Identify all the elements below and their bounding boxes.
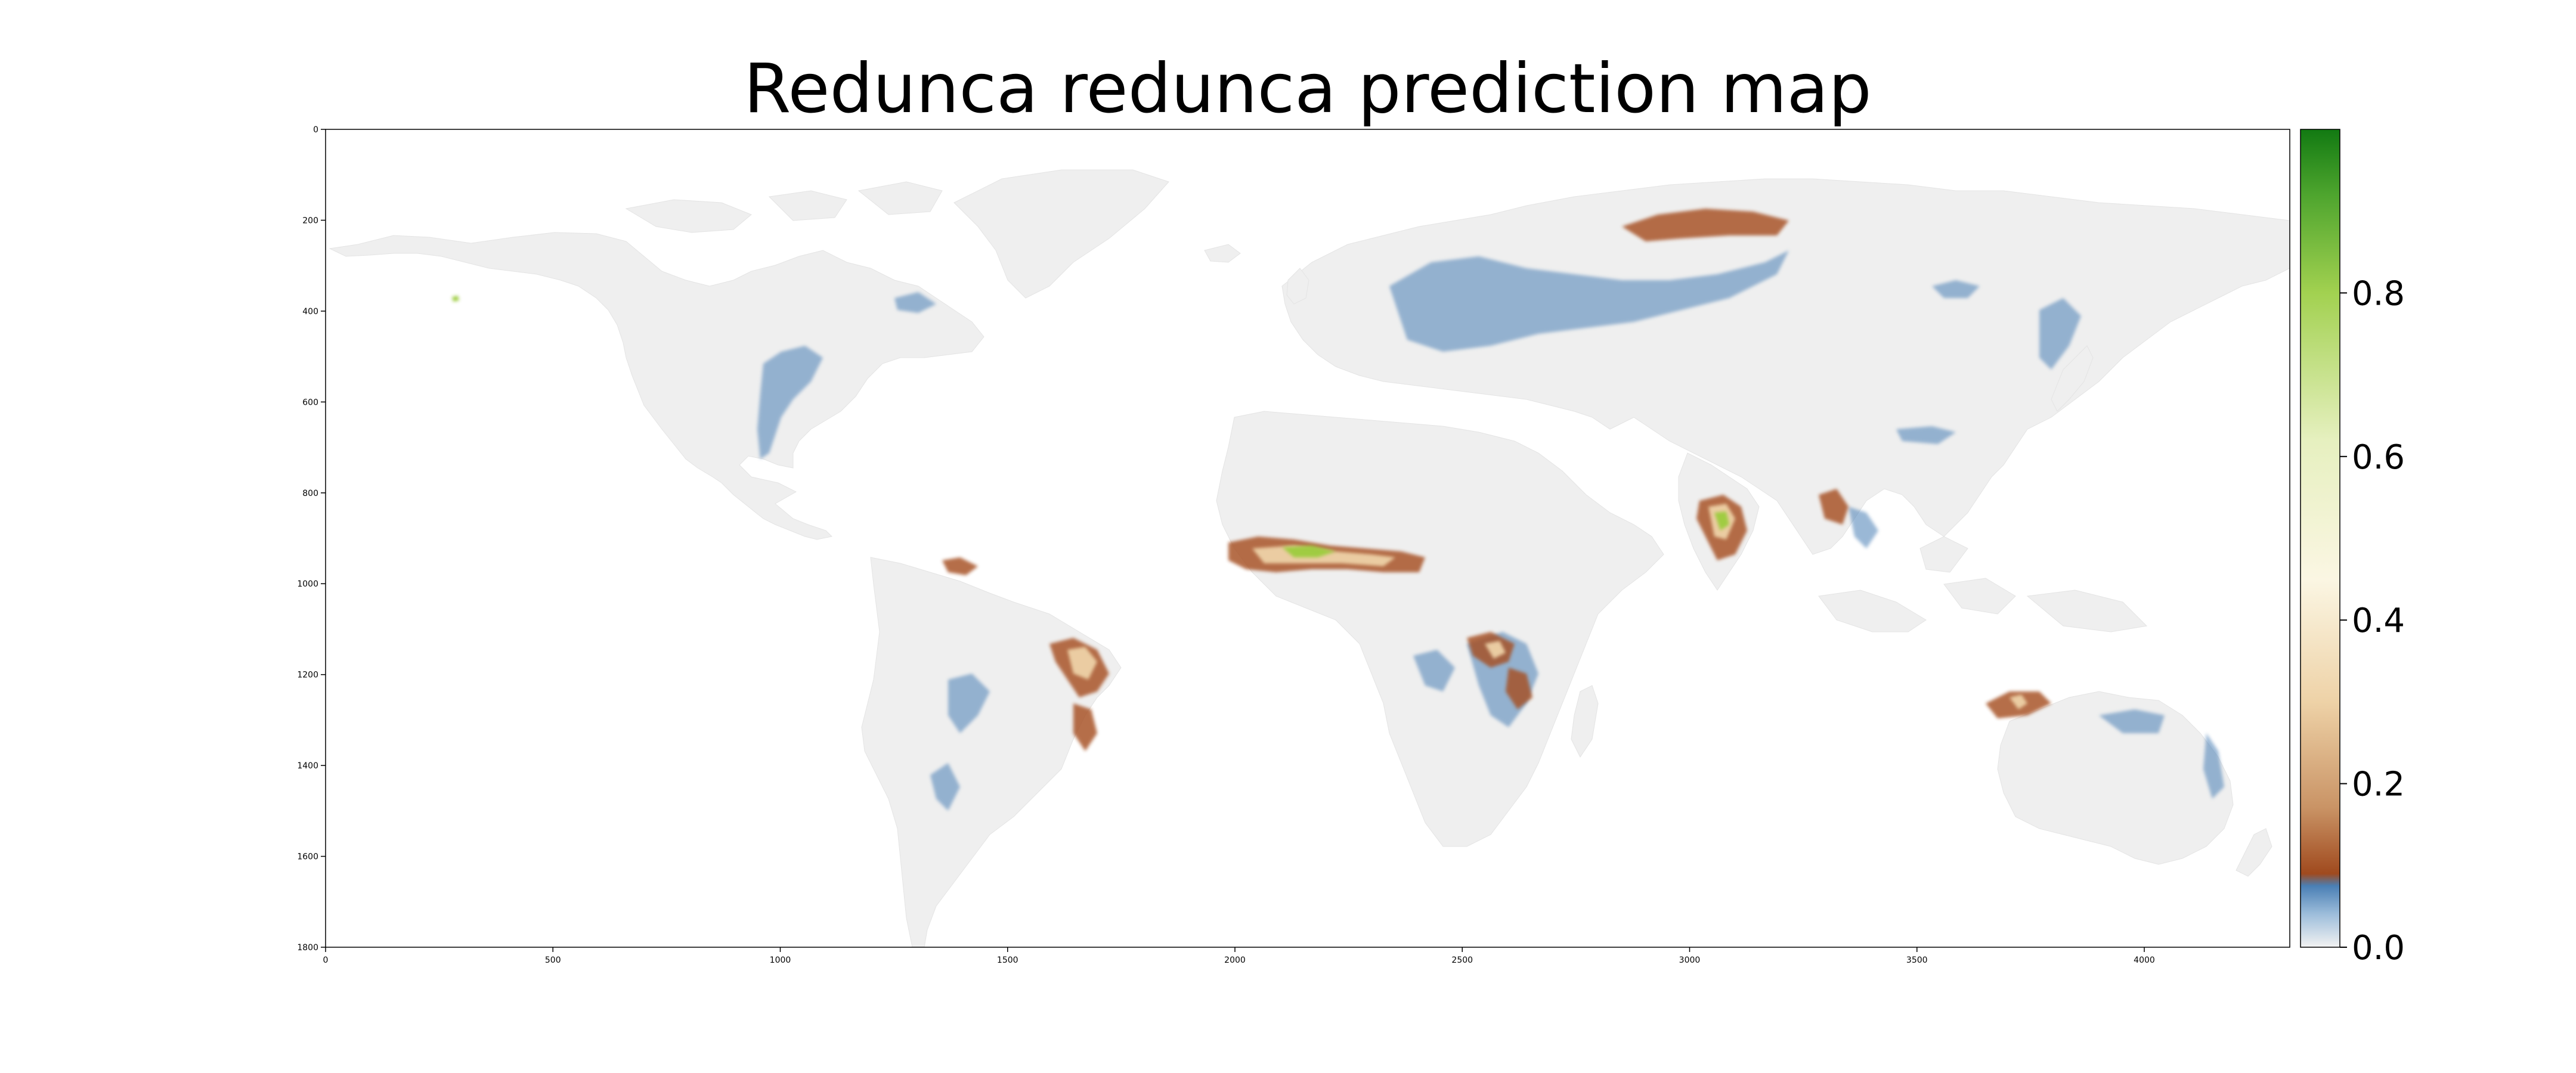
hotspot-burma	[1819, 489, 1849, 525]
land-north-america	[329, 232, 984, 540]
y-tick-label: 1400	[297, 761, 318, 771]
x-tick-label: 3000	[1679, 956, 1701, 965]
colorbar-tick-label: 0.0	[2352, 929, 2405, 967]
hotspot-siberia	[1622, 209, 1789, 241]
hotspot-colombia-venezuela	[942, 557, 978, 575]
green-west-africa	[1282, 545, 1336, 557]
y-axis: 0 200 400 600 800 1000 1200 1400 1600 1800	[297, 125, 326, 953]
green-india	[1714, 511, 1729, 531]
region-east-australia	[2203, 733, 2224, 799]
map-frame	[325, 129, 2290, 948]
tan-brazil	[1067, 647, 1097, 680]
y-tick-label: 800	[302, 489, 318, 498]
y-tick-label: 1800	[297, 943, 318, 953]
region-russian-far-east	[2039, 298, 2081, 370]
region-southeast-asia	[1849, 507, 1878, 548]
colorbar-gradient	[2300, 129, 2340, 948]
region-australia-coast	[2099, 709, 2165, 733]
hotspot-east-africa-south	[1506, 668, 1532, 709]
y-tick-label: 600	[302, 398, 318, 407]
x-tick-label: 1500	[997, 956, 1018, 965]
tan-east-africa	[1485, 641, 1506, 659]
region-eastern-north-america	[757, 346, 823, 459]
prediction-low-blue	[757, 250, 2224, 811]
region-hudson-area	[894, 292, 936, 313]
x-tick-label: 1000	[770, 956, 791, 965]
y-tick-label: 400	[302, 307, 318, 317]
colorbar-tick-label: 0.8	[2352, 274, 2405, 313]
y-tick-label: 1000	[297, 579, 318, 589]
tan-australia	[2010, 694, 2027, 709]
x-tick-label: 2000	[1224, 956, 1246, 965]
land-great-britain	[1286, 268, 1309, 305]
chart-title: Redunca redunca prediction map	[744, 49, 1872, 128]
x-tick-label: 2500	[1451, 956, 1473, 965]
region-amazon-west	[948, 674, 990, 733]
colorbar-tick-label: 0.6	[2352, 438, 2405, 477]
land-madagascar	[1571, 685, 1599, 758]
colorbar-ticks: 0.0 0.2 0.4 0.6 0.8	[2340, 274, 2405, 967]
land-new-zealand	[2236, 828, 2272, 877]
y-tick-label: 200	[302, 216, 318, 225]
region-scandinavia-russia	[1389, 250, 1789, 352]
y-tick-label: 1200	[297, 671, 318, 680]
hotspot-brazil-south	[1073, 703, 1097, 751]
x-tick-label: 3500	[1906, 956, 1928, 965]
x-tick-label: 0	[323, 956, 329, 965]
land-australia	[1997, 691, 2234, 865]
region-andes	[930, 763, 960, 811]
y-tick-label: 0	[313, 125, 318, 135]
prediction-high-green	[452, 296, 1729, 557]
x-axis: 0 500 1000 1500 2000 2500 3000 3500 4000	[323, 947, 2155, 965]
colorbar-tick-label: 0.2	[2352, 765, 2405, 804]
y-tick-label: 1600	[297, 852, 318, 862]
x-tick-label: 4000	[2134, 956, 2155, 965]
land-iceland	[1204, 244, 1241, 263]
region-central-africa	[1413, 650, 1455, 691]
region-east-asia-coast	[1932, 280, 1980, 298]
x-tick-label: 500	[545, 956, 561, 965]
region-siberia	[1896, 426, 1956, 444]
land-southeast-asia-islands	[1818, 536, 2148, 632]
land-africa	[1216, 411, 1664, 847]
colorbar: 0.0 0.2 0.4 0.6 0.8	[2300, 129, 2405, 967]
map-raster	[329, 169, 2290, 947]
land-arctic-islands	[625, 169, 1169, 299]
green-alaska-spot	[452, 296, 459, 302]
colorbar-tick-label: 0.4	[2352, 601, 2405, 640]
land-japan	[2051, 345, 2094, 412]
